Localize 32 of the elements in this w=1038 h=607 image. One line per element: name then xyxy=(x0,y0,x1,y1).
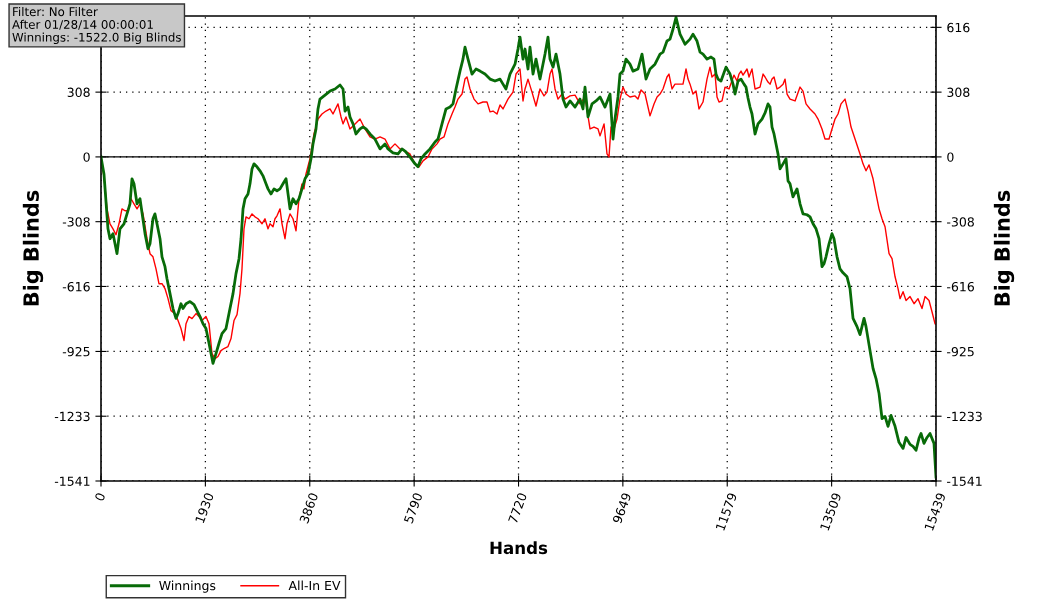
x-tick-label: 7720 xyxy=(507,492,528,524)
text: Filter: No Filter xyxy=(13,7,98,17)
y-axis-title: Big Blinds xyxy=(22,190,44,306)
legend-label: Winnings xyxy=(159,580,216,593)
x-tick-label: 0 xyxy=(94,492,106,502)
annotation: Winnings: -1522.0 Big Blinds xyxy=(12,32,181,44)
y2-tick-label: -1233 xyxy=(947,411,982,422)
y2-tick-label: -616 xyxy=(947,281,974,292)
y-tick-label: -308 xyxy=(62,217,90,227)
y2-tick-label: -925 xyxy=(947,346,974,357)
y2-tick-label: -308 xyxy=(947,217,974,227)
x-tick-label: 5790 xyxy=(403,492,423,524)
y2-axis-title: Big Blinds xyxy=(993,190,1015,306)
y2-tick-label: 616 xyxy=(947,22,970,33)
y2-tick-label: 0 xyxy=(947,152,954,162)
y-tick-label: 0 xyxy=(83,152,90,162)
y-tick-label: 308 xyxy=(67,87,90,98)
x-tick-label: 1930 xyxy=(194,492,214,524)
y-tick-label: -616 xyxy=(62,281,90,292)
y2-tick-label: 308 xyxy=(947,87,970,98)
y2-tick-label: -1541 xyxy=(947,476,982,486)
x-tick-label: 11579 xyxy=(715,492,738,531)
x-tick-label: 13509 xyxy=(819,492,842,531)
y-tick-label: -925 xyxy=(62,346,90,357)
legend-label: All-In EV xyxy=(288,580,341,591)
y-tick-label: -1541 xyxy=(54,476,90,486)
x-axis-title: Hands xyxy=(490,541,548,555)
annotation: After 01/28/14 00:00:01 xyxy=(12,19,153,30)
x-tick-label: 9649 xyxy=(612,492,632,524)
x-tick-label: 15439 xyxy=(924,492,946,531)
x-tick-label: 3860 xyxy=(299,492,319,524)
y-tick-label: -1233 xyxy=(54,411,90,422)
